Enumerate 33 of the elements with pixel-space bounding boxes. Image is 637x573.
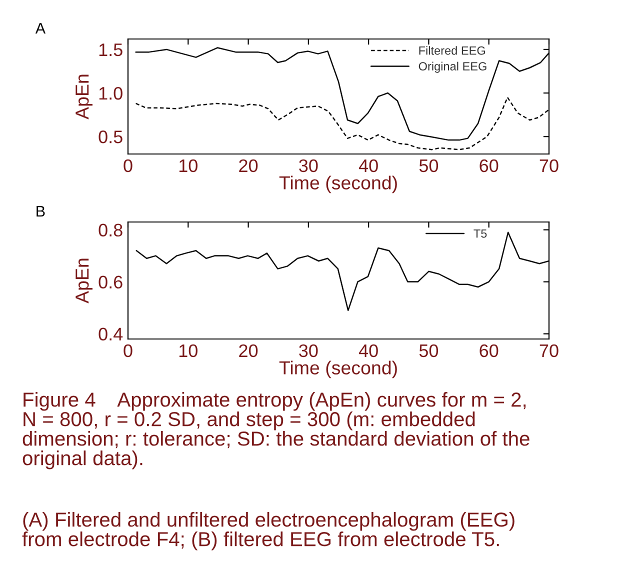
x-tick-label: 40 (358, 344, 378, 358)
legend-label: T5 (474, 230, 487, 238)
y-tick-label: 1.0 (99, 86, 122, 100)
x-tick-label: 40 (358, 159, 378, 172)
x-tick-label: 0 (124, 344, 132, 358)
legend-label: Filtered EEG (419, 46, 485, 55)
y-tick-label: 0.6 (98, 276, 122, 289)
caption: Figure 4 Approximate entropy (ApEn) curves for m = 2, N = 800, r = 0.2 SD, and step = 300 (m: embedded dimension; r: tolerance; SD: the standard deviation of the original data). (22, 392, 530, 470)
text: A (35, 23, 46, 34)
text: (A) Filtered and unfiltered electroencephalogram (EEG) from electrode F4; (B) filtered EEG from electrode T5. (22, 512, 514, 550)
y-tick-label: 0.4 (98, 328, 123, 341)
y-tick-label: 1.5 (99, 44, 122, 56)
x-tick-label: 0 (124, 159, 132, 172)
text: B (36, 206, 45, 216)
x-axis-title: Time (second) (279, 176, 397, 194)
x-tick-label: 70 (540, 159, 558, 172)
x-tick-label: 70 (540, 344, 558, 358)
y-axis-title: ApEn (76, 74, 92, 120)
x-tick-label: 20 (239, 159, 258, 172)
x-tick-label: 60 (480, 159, 498, 172)
x-tick-label: 10 (179, 344, 198, 358)
y-tick-label: 0.5 (98, 130, 122, 144)
x-axis-title: Time (second) (279, 360, 397, 378)
x-tick-label: 50 (419, 159, 438, 172)
x-tick-label: 30 (299, 344, 318, 358)
x-tick-label: 60 (480, 344, 498, 358)
x-tick-label: 20 (239, 344, 258, 358)
y-axis-title: ApEn (76, 258, 92, 304)
x-tick-label: 30 (299, 159, 318, 172)
x-tick-label: 10 (179, 159, 198, 172)
y-tick-label: 0.8 (98, 224, 122, 237)
legend-label: Original EEG (418, 62, 486, 73)
x-tick-label: 50 (419, 344, 438, 358)
